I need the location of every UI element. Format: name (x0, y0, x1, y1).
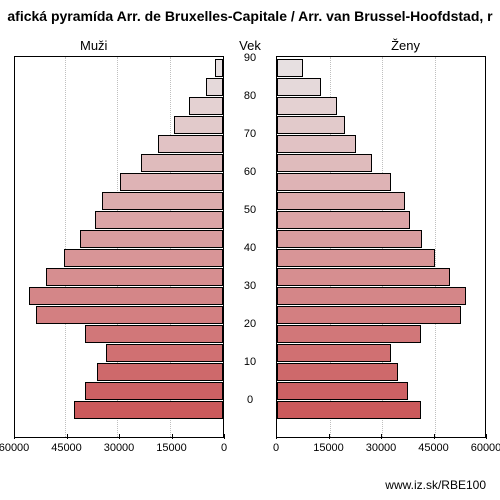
x-tick: 15000 (309, 438, 349, 454)
label-age: Vek (0, 38, 500, 53)
bar-female (277, 401, 421, 419)
age-tick-label: 70 (226, 128, 274, 140)
bar-male (106, 344, 223, 362)
bar-female (277, 268, 450, 286)
age-axis: 9080706050403020100 (226, 56, 274, 438)
x-tick: 30000 (361, 438, 401, 454)
bar-female (277, 325, 421, 343)
bar-male (120, 173, 223, 191)
bar-male (95, 211, 223, 229)
x-tick-mark (172, 434, 173, 439)
left-panel (14, 56, 224, 438)
right-panel (276, 56, 486, 438)
x-tick: 30000 (99, 438, 139, 454)
x-tick: 0 (256, 438, 296, 454)
chart-title: afická pyramída Arr. de Bruxelles-Capita… (0, 8, 500, 24)
x-tick-label: 60000 (466, 442, 500, 454)
x-tick: 15000 (152, 438, 192, 454)
x-tick-mark (276, 434, 277, 439)
bar-female (277, 230, 422, 248)
x-tick-label: 30000 (99, 442, 139, 454)
bar-female (277, 382, 408, 400)
label-women: Ženy (391, 38, 420, 53)
pyramid-chart: 9080706050403020100 (14, 56, 486, 438)
age-tick-label: 40 (226, 242, 274, 254)
age-tick-label: 20 (226, 318, 274, 330)
x-tick-label: 15000 (152, 442, 192, 454)
footer-source: www.iz.sk/RBE100 (385, 478, 486, 492)
x-tick-label: 15000 (309, 442, 349, 454)
bar-male (189, 97, 223, 115)
bar-female (277, 135, 356, 153)
bar-female (277, 211, 410, 229)
bar-female (277, 306, 461, 324)
bar-male (174, 116, 223, 134)
bar-female (277, 78, 321, 96)
bar-female (277, 173, 391, 191)
x-tick-label: 0 (204, 442, 244, 454)
bar-female (277, 59, 303, 77)
x-tick-mark (329, 434, 330, 439)
x-tick-label: 30000 (361, 442, 401, 454)
x-tick-mark (224, 434, 225, 439)
x-tick-label: 45000 (414, 442, 454, 454)
bar-female (277, 154, 372, 172)
x-tick-mark (119, 434, 120, 439)
x-tick-label: 60000 (0, 442, 34, 454)
bar-female (277, 97, 337, 115)
age-tick-label: 50 (226, 204, 274, 216)
x-tick-mark (434, 434, 435, 439)
bar-male (102, 192, 223, 210)
bar-male (141, 154, 223, 172)
bar-female (277, 287, 466, 305)
x-tick-mark (67, 434, 68, 439)
grid-line (65, 57, 66, 437)
bar-male (85, 325, 223, 343)
x-tick-mark (486, 434, 487, 439)
x-tick: 60000 (0, 438, 34, 454)
bar-male (97, 363, 223, 381)
bar-female (277, 363, 398, 381)
bar-male (36, 306, 223, 324)
bar-male (215, 59, 223, 77)
bar-male (64, 249, 223, 267)
grid-line (435, 57, 436, 437)
x-tick-label: 45000 (47, 442, 87, 454)
x-tick: 45000 (47, 438, 87, 454)
x-tick: 60000 (466, 438, 500, 454)
bar-male (206, 78, 224, 96)
bar-male (80, 230, 224, 248)
age-tick-label: 80 (226, 90, 274, 102)
bar-female (277, 116, 345, 134)
x-tick-label: 0 (256, 442, 296, 454)
x-tick: 0 (204, 438, 244, 454)
bar-male (85, 382, 223, 400)
bar-female (277, 249, 435, 267)
bar-female (277, 192, 405, 210)
bar-female (277, 344, 391, 362)
x-tick-mark (381, 434, 382, 439)
bar-male (46, 268, 223, 286)
x-tick: 45000 (414, 438, 454, 454)
age-tick-label: 60 (226, 166, 274, 178)
x-axis: 6000045000300001500000150003000045000600… (14, 438, 486, 464)
bar-male (74, 401, 223, 419)
bar-male (158, 135, 223, 153)
age-tick-label: 30 (226, 280, 274, 292)
age-tick-label: 90 (226, 52, 274, 64)
bar-male (29, 287, 223, 305)
x-tick-mark (14, 434, 15, 439)
age-tick-label: 0 (226, 394, 274, 406)
age-tick-label: 10 (226, 356, 274, 368)
